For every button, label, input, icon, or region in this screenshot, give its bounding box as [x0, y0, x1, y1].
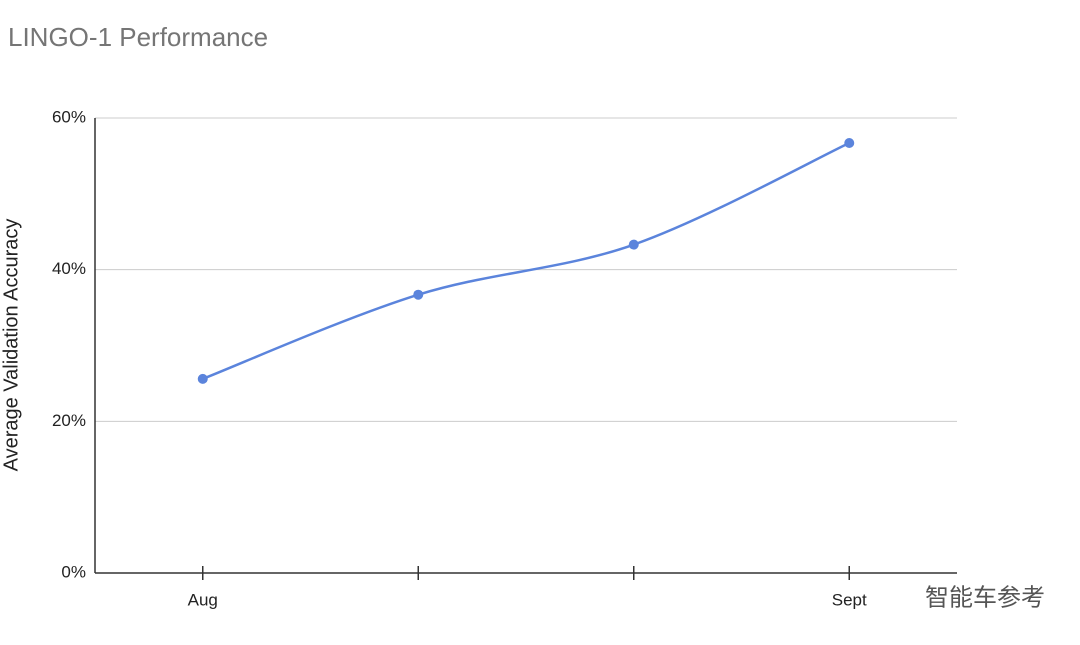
x-tick-label: Sept	[832, 590, 867, 609]
point	[628, 239, 639, 250]
y-tick-label: 60%	[52, 107, 86, 126]
watermark: 智能车参考	[925, 584, 1045, 611]
y-tick-label: 40%	[52, 259, 86, 278]
line	[202, 141, 850, 381]
point	[844, 138, 855, 149]
y-tick-label: 20%	[52, 411, 86, 430]
point	[197, 373, 208, 384]
x-tick-label: Aug	[188, 590, 218, 609]
y-tick-label: 0%	[61, 562, 86, 581]
point	[413, 289, 424, 300]
chart-title: LINGO-1 Performance	[8, 22, 268, 52]
y-axis-label: Average Validation Accuracy	[0, 219, 22, 472]
